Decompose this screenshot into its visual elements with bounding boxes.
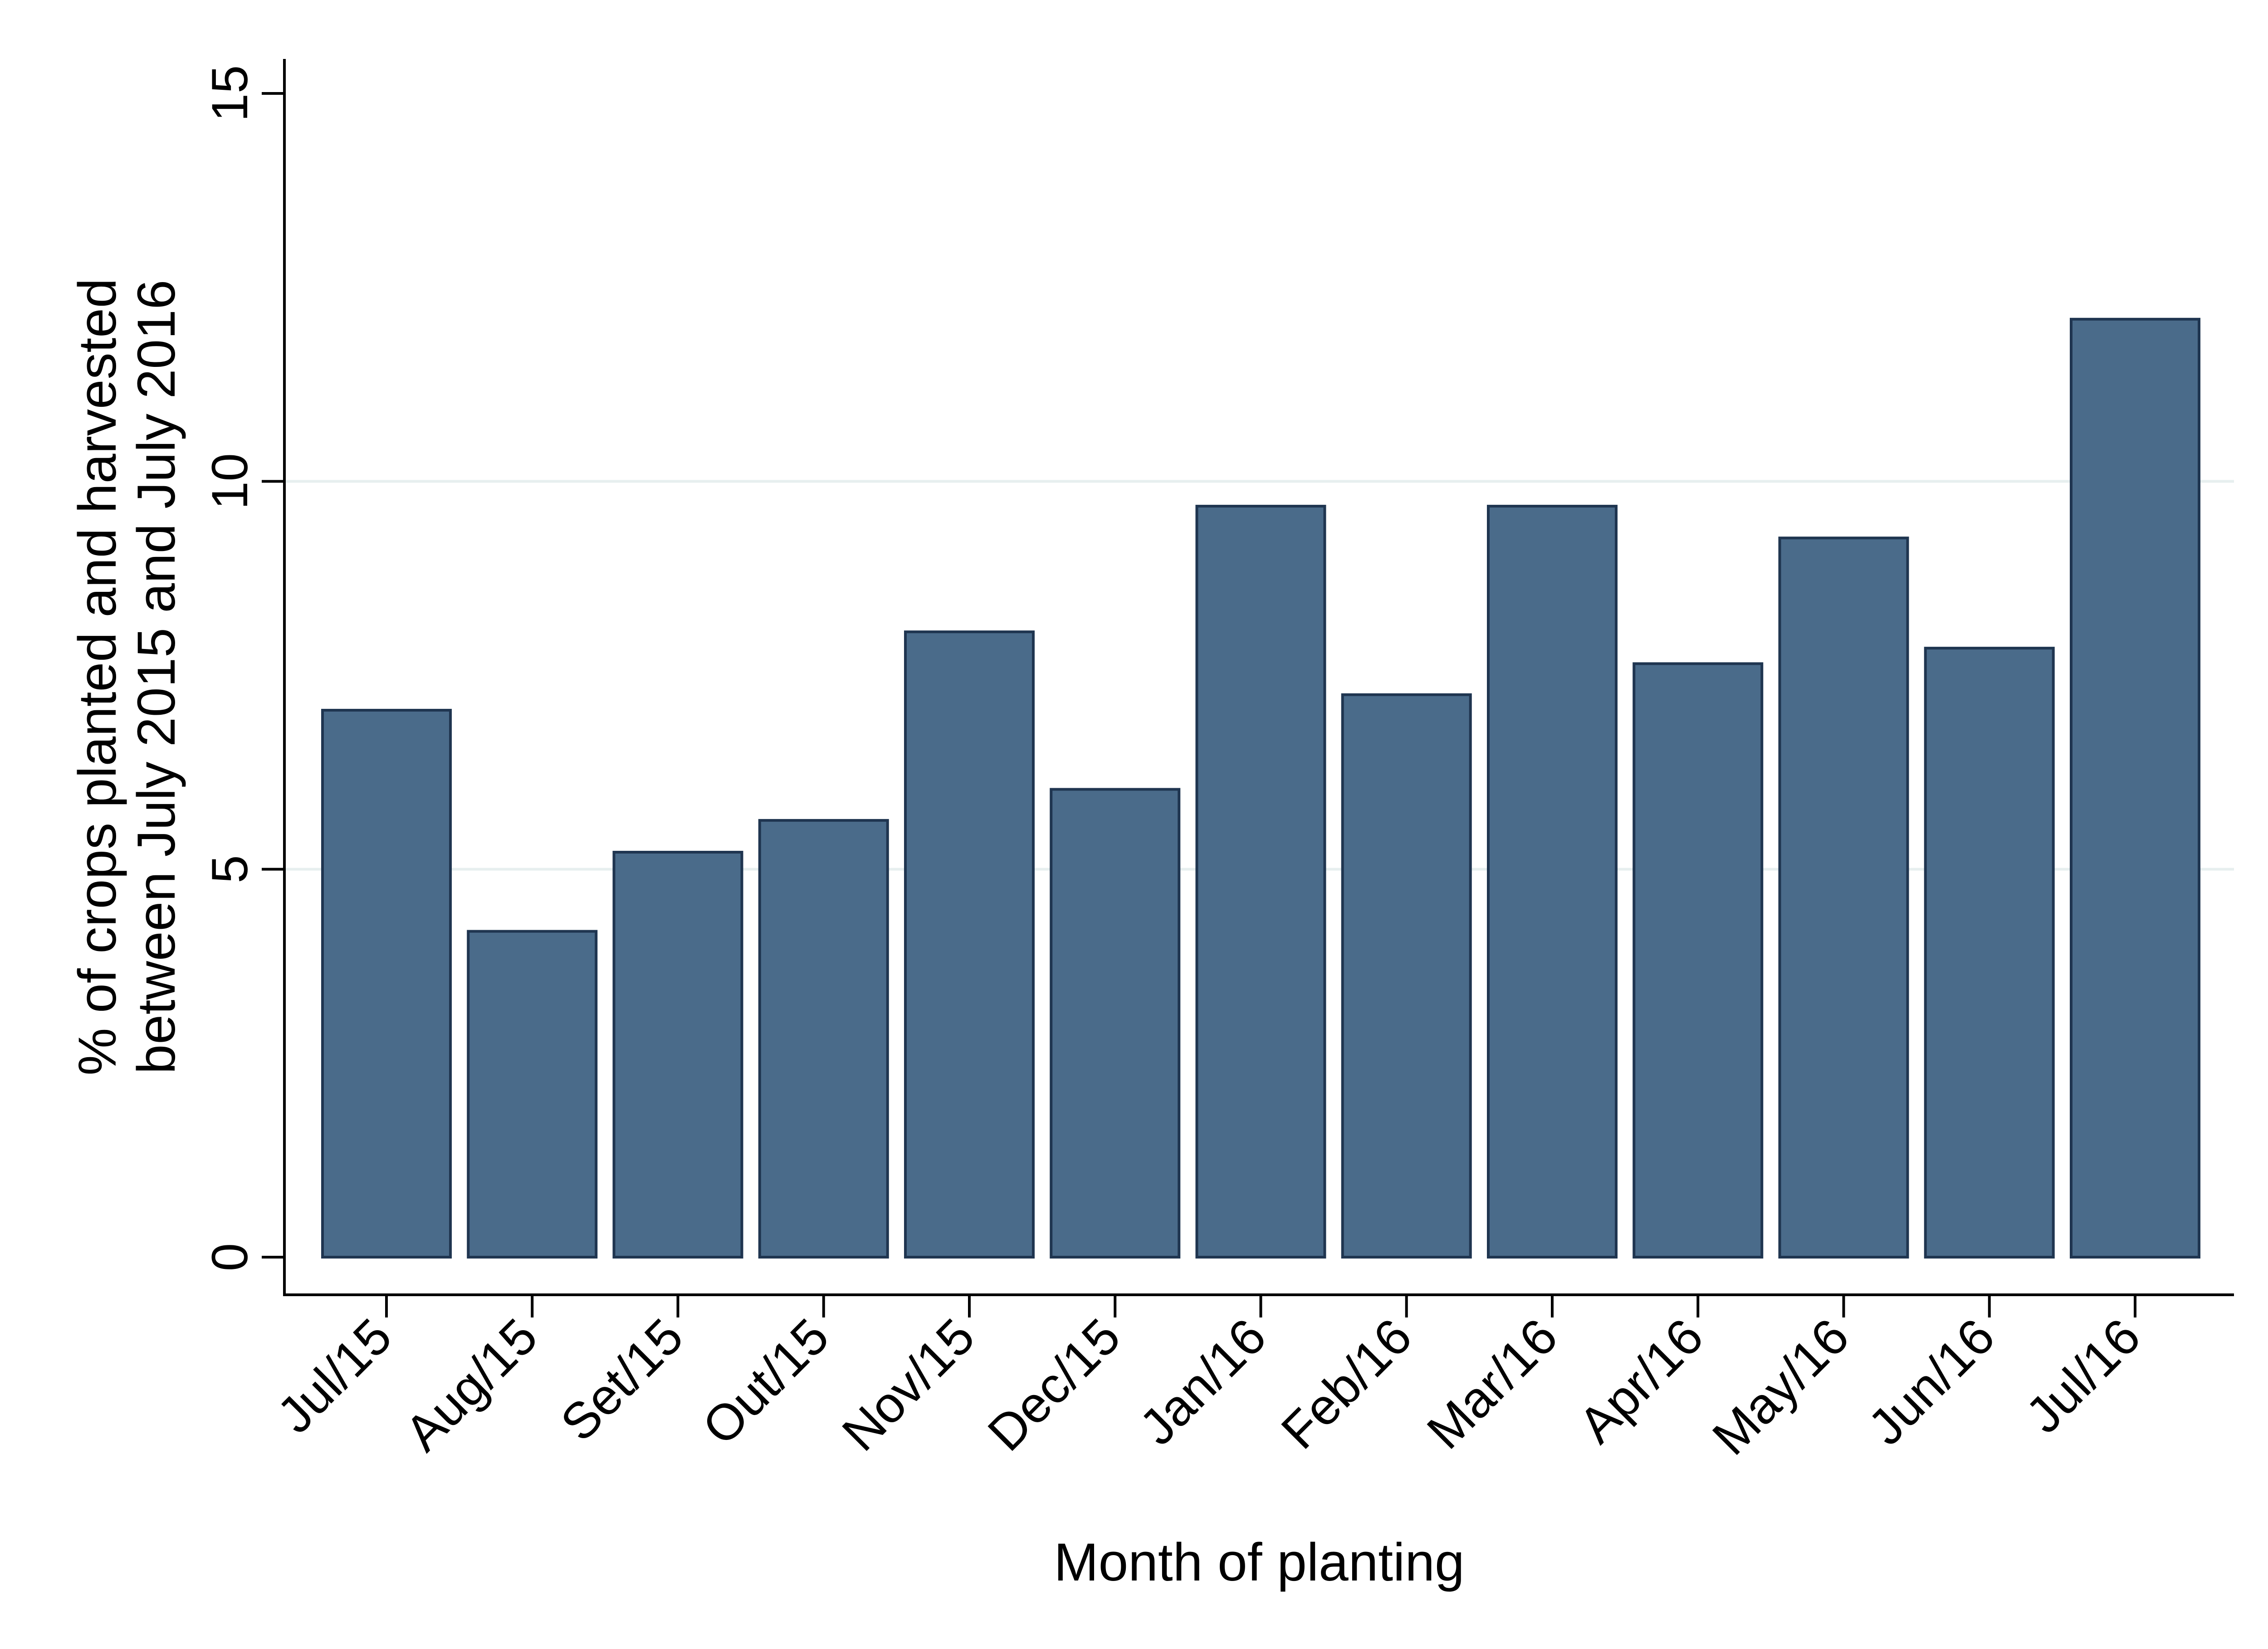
y-axis-ticks: 0 5 10 15 xyxy=(201,65,284,1271)
y-tick-label: 15 xyxy=(201,65,258,122)
bar-Jul/15 xyxy=(321,708,452,1259)
bar-Jun/16 xyxy=(1924,647,2055,1259)
bar-Set/15 xyxy=(612,851,743,1259)
bar-Dec/15 xyxy=(1050,788,1181,1259)
y-axis-title-line-2: between July 2015 and July 2016 xyxy=(127,280,186,1074)
bar-Mar/16 xyxy=(1487,505,1618,1259)
y-axis-title-line-1: % of crops planted and harvested xyxy=(68,278,127,1075)
y-tick-label: 10 xyxy=(201,453,258,510)
y-tick-label: 5 xyxy=(201,855,258,883)
y-axis-title: % of crops planted and harvested between… xyxy=(68,278,186,1075)
bar-Aug/15 xyxy=(467,930,598,1259)
bar-Jan/16 xyxy=(1195,505,1326,1259)
bar-Apr/16 xyxy=(1633,662,1764,1259)
bar-Jul/16 xyxy=(2070,317,2200,1259)
y-tick-label: 0 xyxy=(201,1243,258,1271)
bars xyxy=(321,317,2200,1259)
bar-Out/15 xyxy=(758,819,889,1259)
bar-Nov/15 xyxy=(904,630,1035,1259)
x-axis-title: Month of planting xyxy=(1054,1532,1464,1592)
axes xyxy=(283,59,2234,1296)
bar-May/16 xyxy=(1778,537,1909,1259)
bar-Feb/16 xyxy=(1341,693,1472,1259)
